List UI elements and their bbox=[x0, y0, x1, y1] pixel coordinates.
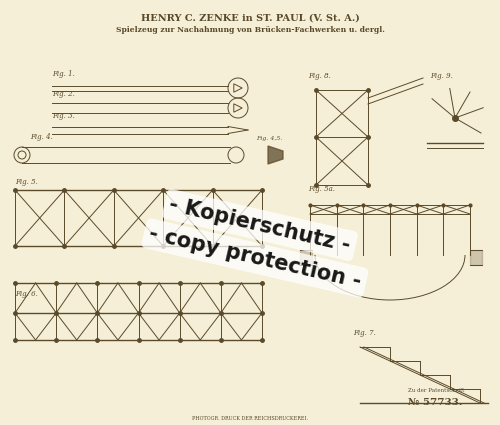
Text: Fig. 1.: Fig. 1. bbox=[52, 70, 75, 78]
Text: Fig. 8.: Fig. 8. bbox=[308, 72, 331, 80]
Polygon shape bbox=[268, 146, 283, 164]
Text: HENRY C. ZENKE in ST. PAUL (V. St. A.): HENRY C. ZENKE in ST. PAUL (V. St. A.) bbox=[140, 14, 360, 23]
Text: - copy protection -: - copy protection - bbox=[147, 224, 363, 292]
Text: - Kopierschutz -: - Kopierschutz - bbox=[168, 194, 352, 255]
Text: Fig. 6.: Fig. 6. bbox=[15, 290, 38, 298]
Text: Fig. 9.: Fig. 9. bbox=[430, 72, 453, 80]
Text: PHOTOGR. DRUCK DER REICHSDRUCKEREI.: PHOTOGR. DRUCK DER REICHSDRUCKEREI. bbox=[192, 416, 308, 421]
Text: № 57733.: № 57733. bbox=[408, 398, 463, 407]
Text: Spielzeug zur Nachahmung von Brücken-Fachwerken u. dergl.: Spielzeug zur Nachahmung von Brücken-Fac… bbox=[116, 26, 384, 34]
Text: Fig. 7.: Fig. 7. bbox=[353, 329, 376, 337]
Text: Fig. 5a.: Fig. 5a. bbox=[308, 185, 335, 193]
Text: Zu der Patentschrift: Zu der Patentschrift bbox=[408, 388, 465, 393]
Text: Fig. 4,5.: Fig. 4,5. bbox=[256, 136, 282, 141]
Text: Fig. 2.: Fig. 2. bbox=[52, 90, 75, 98]
Text: Fig. 5.: Fig. 5. bbox=[15, 178, 38, 186]
Text: Fig. 3.: Fig. 3. bbox=[52, 112, 75, 120]
Text: Fig. 4.: Fig. 4. bbox=[30, 133, 53, 141]
